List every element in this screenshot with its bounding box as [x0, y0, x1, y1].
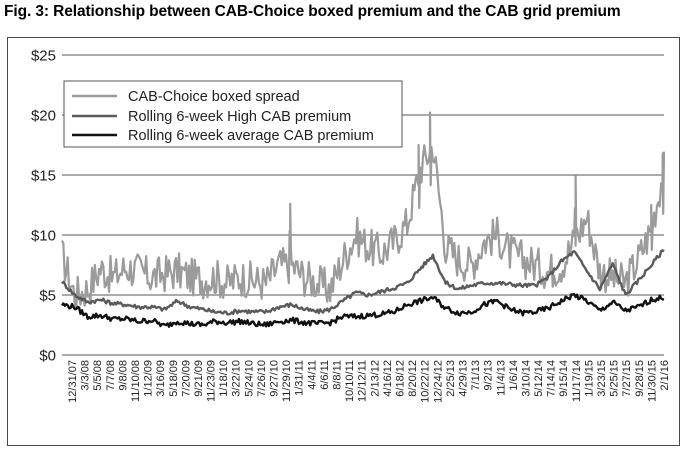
x-tick-label: 6/18/12: [394, 360, 406, 397]
y-tick-label: $0: [39, 348, 56, 365]
x-tick-label: 8/20/12: [407, 360, 419, 397]
x-tick-label: 11/17/14: [571, 360, 583, 402]
y-tick-label: $10: [31, 228, 56, 245]
x-tick-label: 10/10/11: [344, 360, 356, 402]
x-tick-label: 2/1/16: [659, 360, 671, 391]
x-tick-label: 4/29/13: [457, 360, 469, 397]
x-tick-label: 9/27/10: [269, 360, 281, 397]
x-tick-label: 9/2/13: [483, 360, 495, 391]
series-line-boxed-spread: [60, 111, 666, 310]
y-tick-label: $5: [39, 288, 56, 305]
x-tick-label: 7/26/10: [256, 360, 268, 397]
x-tick-label: 12/12/11: [357, 360, 369, 402]
x-tick-label: 5/24/10: [243, 360, 255, 397]
x-tick-label: 1/18/10: [218, 360, 230, 397]
x-tick-label: 3/3/08: [80, 360, 92, 391]
x-tick-label: 8/8/11: [332, 360, 344, 390]
series-line-high-premium: [61, 249, 665, 316]
x-tick-label: 7/20/09: [180, 360, 192, 397]
x-tick-label: 3/10/14: [520, 360, 532, 397]
x-tick-label: 3/23/15: [596, 360, 608, 397]
x-tick-label: 7/7/08: [105, 360, 117, 391]
x-tick-label: 3/22/10: [231, 360, 243, 397]
x-tick-label: 3/16/09: [155, 360, 167, 397]
x-tick-label: 4/4/11: [306, 360, 318, 390]
legend: CAB-Choice boxed spread Rolling 6-week H…: [63, 80, 403, 148]
x-tick-label: 11/23/09: [206, 360, 218, 402]
x-tick-label: 9/15/14: [558, 360, 570, 397]
x-tick-label: 7/27/15: [621, 360, 633, 397]
x-tick-label: 6/6/11: [319, 360, 331, 390]
x-tick-label: 9/21/09: [193, 360, 205, 397]
legend-box: [63, 80, 403, 148]
x-tick-label: 9/28/15: [634, 360, 646, 397]
x-tick-label: 5/12/14: [533, 360, 545, 397]
x-tick-label: 5/5/08: [92, 360, 104, 391]
x-tick-label: 12/31/07: [67, 360, 79, 403]
x-tick-label: 12/24/12: [432, 360, 444, 403]
x-tick-label: 11/4/13: [495, 360, 507, 396]
x-tick-label: 2/13/12: [369, 360, 381, 397]
x-tick-label: 11/30/15: [646, 360, 658, 402]
y-tick-label: $15: [31, 168, 56, 185]
legend-label-average-premium: Rolling 6-week average CAB premium: [128, 128, 374, 144]
figure-title: Fig. 3: Relationship between CAB-Choice …: [4, 3, 621, 20]
legend-label-high-premium: Rolling 6-week High CAB premium: [128, 109, 351, 125]
x-tick-label: 10/22/12: [420, 360, 432, 403]
x-tick-label: 7/14/14: [546, 360, 558, 397]
x-tick-label: 5/18/09: [168, 360, 180, 397]
y-tick-label: $25: [31, 48, 56, 65]
legend-label-boxed-spread: CAB-Choice boxed spread: [128, 89, 300, 105]
x-axis-ticks: 12/31/07 3/3/08 5/5/08 7/7/08 9/8/08 11/10/08…: [67, 360, 671, 403]
x-tick-label: 5/25/15: [609, 360, 621, 397]
x-tick-label: 2/25/13: [445, 360, 457, 397]
x-tick-label: 1/31/11: [294, 360, 306, 396]
x-tick-label: 11/29/10: [281, 360, 293, 402]
x-tick-label: 1/19/15: [583, 360, 595, 397]
chart-frame: [7, 37, 680, 446]
x-tick-label: 11/10/08: [130, 360, 142, 402]
series-line-average-premium: [61, 292, 665, 328]
x-tick-label: 7/1/13: [470, 360, 482, 391]
x-tick-label: 9/8/08: [117, 360, 129, 391]
x-tick-label: 1/6/14: [508, 360, 520, 391]
x-tick-label: 4/16/12: [382, 360, 394, 397]
y-axis-ticks: $0 $5 $10 $15 $20 $25: [31, 48, 56, 365]
x-tick-label: 1/12/09: [143, 360, 155, 397]
series-lines: [60, 111, 666, 328]
y-tick-label: $20: [31, 108, 56, 125]
